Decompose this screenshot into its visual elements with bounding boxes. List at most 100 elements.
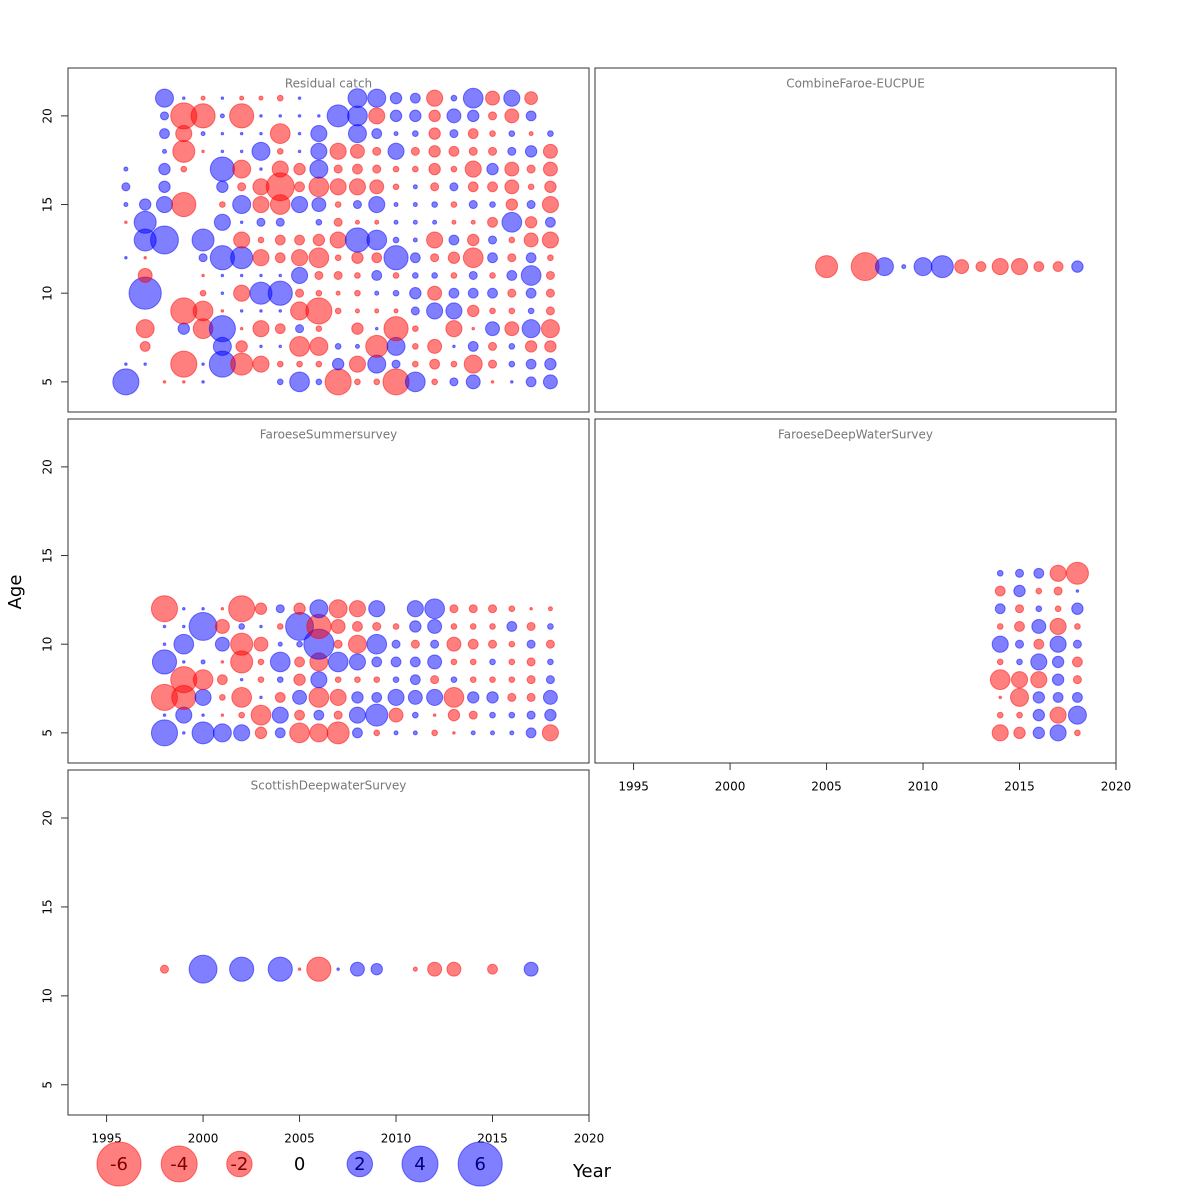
bubble	[182, 660, 186, 664]
bubble	[216, 180, 229, 193]
bubble	[352, 200, 362, 210]
bubble	[233, 231, 251, 249]
bubble	[487, 604, 498, 614]
bubble	[198, 253, 208, 263]
bubble	[510, 380, 514, 384]
bubble	[162, 624, 167, 629]
bubble	[467, 233, 480, 247]
bubble	[528, 131, 534, 137]
bubble	[545, 270, 555, 280]
bubble	[545, 675, 555, 685]
bubble	[507, 692, 517, 702]
y-tick-label: 20	[41, 459, 55, 474]
bubble	[411, 272, 419, 279]
bubble	[371, 252, 383, 264]
bubble	[230, 352, 254, 376]
bubble	[297, 149, 302, 154]
bubble	[289, 371, 310, 393]
bubble	[112, 368, 140, 396]
bubble	[239, 677, 244, 682]
bubble	[235, 340, 248, 353]
bubble	[504, 108, 520, 124]
bubble	[1053, 586, 1063, 596]
bubble	[412, 219, 418, 225]
bubble	[508, 236, 516, 244]
bubble	[426, 302, 444, 320]
bubble	[506, 270, 518, 281]
bubble	[428, 145, 441, 158]
bubble	[409, 109, 422, 123]
bubble	[431, 729, 438, 737]
bubble	[365, 334, 389, 358]
bubble	[220, 606, 225, 611]
bubble	[815, 255, 839, 279]
bubble	[411, 711, 419, 719]
bubble	[486, 691, 499, 704]
bubble	[406, 600, 424, 618]
legend-bubble	[457, 1141, 503, 1187]
bubble	[975, 261, 987, 273]
bubble	[409, 252, 421, 264]
y-tick-label: 10	[41, 286, 55, 301]
bubble	[431, 272, 438, 279]
bubble	[1049, 617, 1067, 636]
bubble	[124, 255, 128, 260]
bubble	[237, 182, 247, 192]
bubble	[448, 287, 460, 299]
bubble	[258, 95, 264, 101]
bubble	[329, 142, 347, 160]
bubble	[354, 272, 361, 279]
bubble	[370, 962, 383, 976]
bubble	[470, 730, 476, 736]
bubble	[1067, 705, 1087, 725]
bubble	[257, 236, 265, 244]
bubble	[312, 233, 326, 247]
bubble	[391, 639, 401, 649]
bubble	[501, 211, 523, 233]
bubble	[487, 287, 498, 299]
bubble	[542, 143, 558, 159]
bubble	[527, 307, 535, 315]
bubble	[850, 252, 880, 282]
bubble	[239, 95, 245, 101]
bubble	[124, 220, 128, 225]
bubble	[351, 251, 364, 264]
bubble	[294, 656, 305, 668]
bubble	[278, 114, 283, 118]
bubble	[143, 362, 147, 366]
y-tick-label: 20	[41, 108, 55, 123]
bubble	[447, 708, 461, 722]
panel-title: Residual catch	[285, 77, 372, 91]
bubble	[354, 289, 361, 297]
bubble	[411, 360, 419, 368]
bubble	[212, 723, 232, 743]
bubble	[392, 623, 400, 630]
bubble	[158, 180, 171, 193]
bubble	[525, 110, 537, 122]
bubble	[1049, 706, 1067, 724]
bubble	[371, 270, 383, 281]
bubble	[1032, 708, 1046, 722]
bubble	[334, 343, 342, 350]
bubble	[173, 633, 195, 655]
bubble	[1014, 568, 1025, 578]
bubble	[294, 181, 305, 193]
bubble	[427, 654, 443, 670]
y-tick-label: 15	[41, 548, 55, 563]
panel-title: CombineFaroe-EUCPUE	[786, 77, 925, 91]
bubble	[409, 674, 421, 686]
bubble	[214, 618, 230, 634]
bubble	[344, 227, 371, 253]
bubble	[220, 96, 225, 100]
bubble	[489, 623, 496, 630]
bubble	[294, 234, 305, 246]
bubble	[150, 595, 179, 623]
bubble	[278, 309, 283, 313]
bubble	[412, 966, 418, 972]
bubble	[487, 639, 498, 649]
bubble	[354, 676, 361, 684]
bubble	[508, 343, 516, 350]
bubble	[252, 249, 270, 267]
bubble	[540, 319, 560, 339]
